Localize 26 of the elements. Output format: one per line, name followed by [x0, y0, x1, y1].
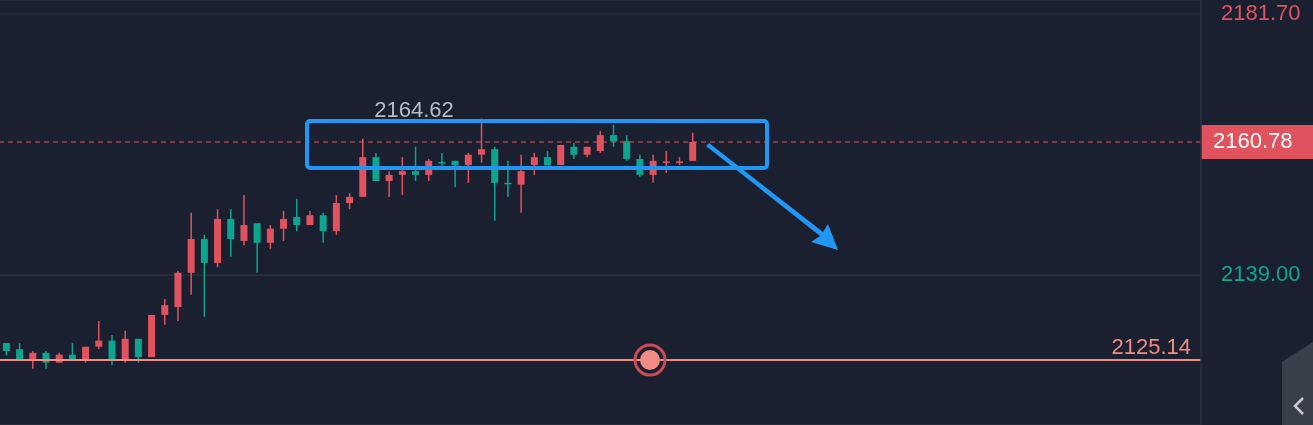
candlestick	[200, 234, 208, 318]
candlestick	[451, 160, 459, 188]
ref-line-label: 2125.14	[1111, 333, 1191, 359]
candlestick	[266, 224, 274, 250]
candlestick	[227, 208, 235, 258]
y-tick-label: 2139.00	[1221, 260, 1301, 286]
candlestick	[240, 194, 248, 246]
candlestick	[517, 153, 525, 214]
y-tick-label: 2181.70	[1221, 0, 1301, 25]
candlestick	[464, 152, 472, 184]
candlestick	[121, 330, 129, 364]
ref-line-label: 2160.78	[1213, 127, 1293, 153]
candlestick	[412, 146, 420, 182]
candlestick	[385, 170, 393, 198]
annotation: 2164.62	[374, 96, 454, 122]
candlestick	[610, 124, 617, 148]
candlestick	[530, 152, 538, 176]
candlestick	[662, 150, 670, 174]
candlestick	[253, 222, 261, 274]
candlestick	[95, 320, 103, 350]
candlestick	[280, 210, 288, 242]
candlestick	[293, 197, 301, 232]
candlestick	[623, 134, 631, 162]
candlestick	[161, 298, 169, 326]
candlestick	[398, 156, 406, 196]
candlestick	[319, 212, 327, 244]
